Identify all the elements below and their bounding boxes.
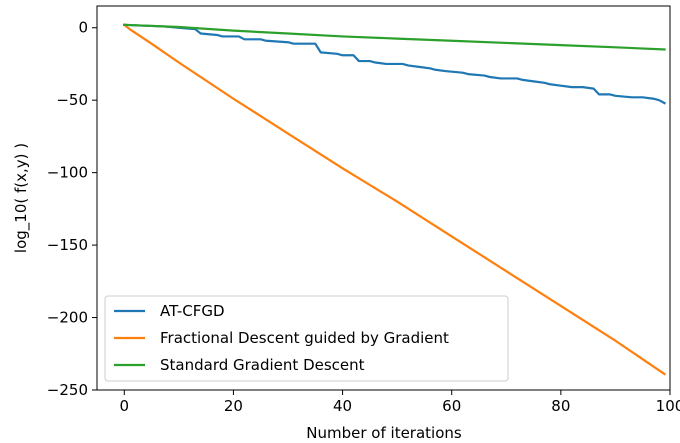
legend-label-0: AT-CFGD <box>160 302 225 320</box>
y-axis-label: log_10( f(x,y) ) <box>12 143 31 253</box>
y-tick-label: −50 <box>56 91 88 109</box>
x-axis: 0 20 40 60 80 100 <box>120 390 680 415</box>
y-tick-label: −250 <box>47 381 88 399</box>
x-tick-label: 100 <box>656 397 680 415</box>
legend-box <box>104 295 509 382</box>
y-tick-label: 0 <box>78 19 88 37</box>
x-tick-label: 80 <box>551 397 570 415</box>
legend: AT-CFGD Fractional Descent guided by Grad… <box>104 295 509 382</box>
series-line-1 <box>122 23 667 376</box>
series-line-0 <box>123 23 667 105</box>
series-line-2 <box>123 23 666 51</box>
x-tick-label: 0 <box>120 397 130 415</box>
series-layer <box>122 23 667 376</box>
y-axis: 0 −50 −100 −150 −200 −250 <box>47 19 97 399</box>
x-axis-label: Number of iterations <box>306 424 462 442</box>
plot-frame <box>96 5 671 391</box>
x-tick-label: 60 <box>442 397 461 415</box>
x-tick-label: 40 <box>333 397 352 415</box>
x-tick-label: 20 <box>224 397 243 415</box>
y-tick-label: −100 <box>47 164 88 182</box>
y-tick-label: −150 <box>47 236 88 254</box>
legend-label-2: Standard Gradient Descent <box>160 356 365 374</box>
y-tick-label: −200 <box>47 309 88 327</box>
legend-label-1: Fractional Descent guided by Gradient <box>160 329 449 347</box>
